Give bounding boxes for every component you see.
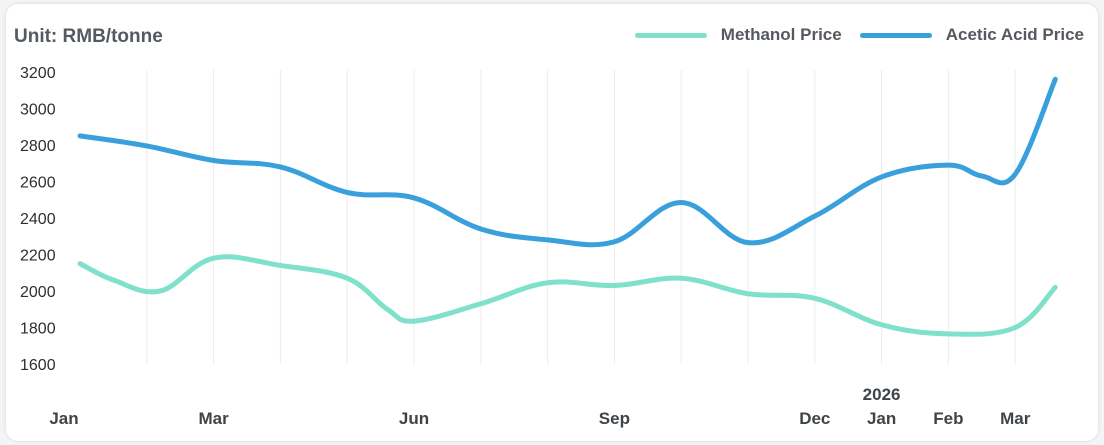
x-tick-label: Sep — [599, 409, 630, 428]
series-line-acetic-acid — [77, 76, 1058, 248]
x-year-label: 2026 — [863, 385, 901, 404]
legend-item-methanol: Methanol Price — [634, 25, 842, 45]
unit-label: Unit: RMB/tonne — [14, 26, 163, 47]
y-tick-label: 3000 — [20, 102, 56, 119]
x-tick-label: Mar — [198, 409, 229, 428]
y-tick-label: 1600 — [20, 357, 56, 374]
chart-card — [6, 4, 1098, 441]
legend-label-acetic-acid: Acetic Acid Price — [945, 25, 1084, 44]
y-tick-label: 2200 — [20, 248, 56, 265]
legend-swatch-acetic-acid — [859, 32, 932, 38]
y-tick-label: 3200 — [20, 65, 56, 82]
x-tick-label: Dec — [799, 409, 830, 428]
y-tick-label: 2600 — [20, 175, 56, 192]
series-line-methanol — [77, 254, 1058, 337]
legend: Methanol Price Acetic Acid Price — [617, 25, 1084, 45]
x-tick-label: Feb — [933, 409, 963, 428]
y-tick-label: 2800 — [20, 138, 56, 155]
y-tick-label: 2000 — [20, 284, 56, 301]
x-tick-label: Jan — [867, 409, 896, 428]
x-tick-label: Jan — [49, 409, 78, 428]
legend-swatch-methanol — [634, 32, 707, 38]
legend-label-methanol: Methanol Price — [720, 25, 842, 44]
x-tick-label: Jun — [399, 409, 429, 428]
legend-item-acetic-acid: Acetic Acid Price — [859, 25, 1084, 45]
y-tick-label: 2400 — [20, 211, 56, 228]
x-tick-label: Mar — [1000, 409, 1031, 428]
y-tick-label: 1800 — [20, 321, 56, 338]
